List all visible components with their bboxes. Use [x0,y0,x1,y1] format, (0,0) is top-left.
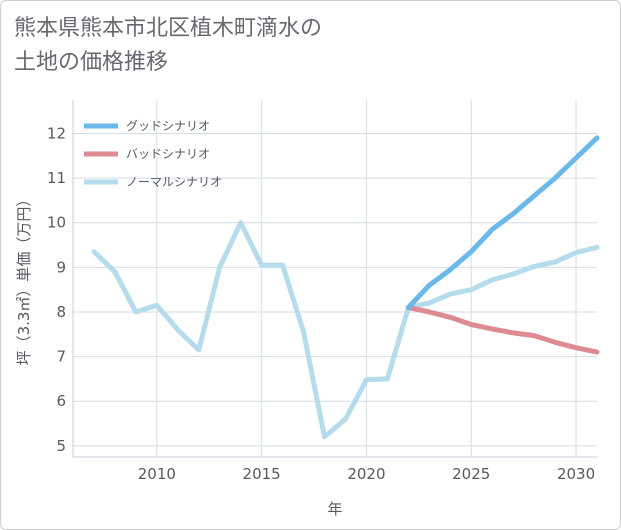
x-tick-label: 2015 [243,465,281,483]
y-tick-label: 5 [56,437,66,455]
legend-label: ノーマルシナリオ [126,175,222,189]
y-tick-label: 7 [56,348,66,366]
y-tick-label: 6 [56,392,66,410]
y-tick-label: 9 [56,258,66,276]
x-axis-title: 年 [327,500,342,518]
y-axis-title: 坪（3.3㎡）単価（万円） [15,192,33,366]
y-tick-labels: 5 6 7 8 9 10 11 12 [47,124,66,454]
chart-title-line-1: 熊本県熊本市北区植木町滴水の [14,16,323,41]
legend-label: グッドシナリオ [126,119,210,133]
series-line-1 [405,305,600,355]
chart-title: 熊本県熊本市北区植木町滴水の 土地の価格推移 [14,12,322,80]
x-tick-label: 2025 [452,465,490,483]
x-tick-label: 2030 [557,465,595,483]
y-tick-label: 10 [47,214,66,232]
series-line-0 [405,135,600,310]
x-tick-labels: 2010 2015 2020 2025 2030 [138,465,595,483]
y-tick-label: 12 [47,124,66,142]
series-line-2 [91,220,600,440]
y-tick-label: 8 [56,303,66,321]
data-series [91,135,600,440]
y-tick-label: 11 [47,169,66,187]
plot-axes [72,100,597,458]
chart-title-line-2: 土地の価格推移 [14,50,169,75]
x-tick-label: 2020 [347,465,385,483]
legend-label: バッドシナリオ [126,147,210,161]
x-tick-label: 2010 [138,465,176,483]
